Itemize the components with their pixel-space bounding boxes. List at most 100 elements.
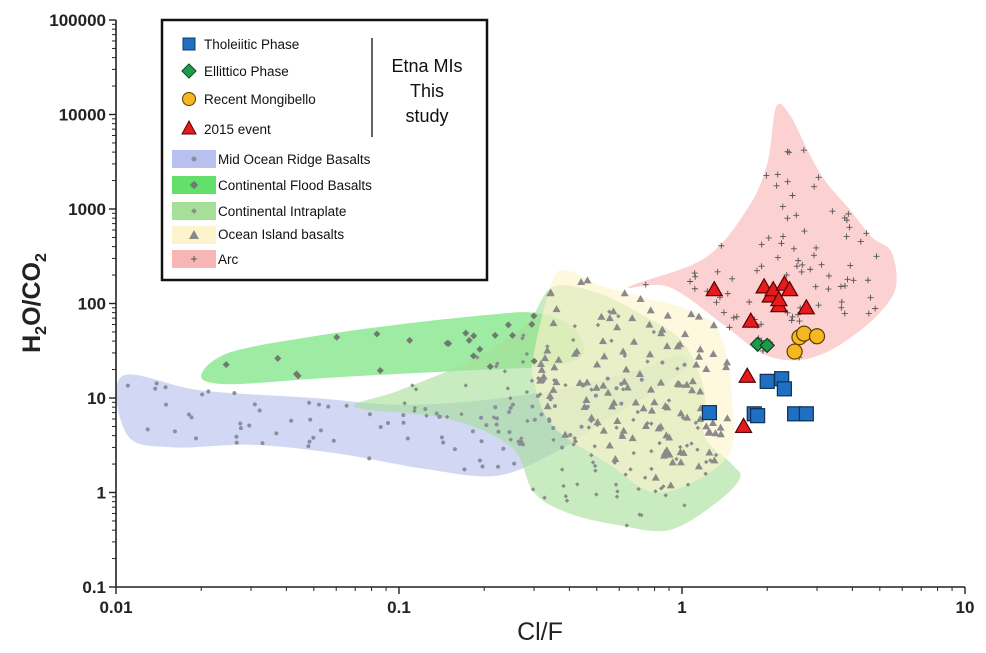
oib-sample-triangle (554, 355, 563, 363)
cfb-sample-diamond (376, 366, 384, 374)
oib-sample-triangle (650, 398, 659, 406)
oib-sample-triangle (676, 409, 685, 417)
oib-sample-triangle (709, 349, 718, 357)
ci-sample-diamond (595, 322, 601, 328)
ci-sample-diamond (689, 441, 694, 446)
oib-sample-triangle (599, 426, 608, 434)
y-tick-label: 100000 (49, 11, 106, 30)
morb-sample-dot (200, 392, 205, 397)
ci-sample-diamond (530, 487, 536, 492)
oib-sample-triangle (629, 337, 638, 345)
y-tick-label: 10 (87, 389, 106, 408)
cfb-sample-diamond (462, 329, 470, 337)
arc-sample-plus (730, 314, 737, 321)
oib-sample-triangle (550, 363, 559, 371)
oib-sample-triangle (646, 350, 655, 358)
ci-sample-diamond (614, 494, 620, 499)
morb-sample-dot (462, 467, 467, 472)
ellittico-point (749, 336, 766, 353)
arc-sample-plus (784, 309, 791, 316)
ci-sample-diamond (413, 387, 419, 392)
legend-box (160, 18, 489, 282)
arc-sample-plus (825, 272, 832, 279)
arc-sample-plus (774, 254, 781, 261)
morb-sample-dot (316, 402, 321, 407)
oib-sample-triangle (597, 312, 606, 320)
series-layer (701, 275, 826, 434)
ci-sample-diamond (541, 378, 546, 384)
field-points-layer (125, 147, 880, 528)
event-2015-point (780, 280, 799, 297)
ci-sample-diamond (542, 495, 547, 500)
ci-sample-diamond (628, 467, 633, 472)
cfb-sample-diamond (373, 330, 381, 338)
arc-sample-plus (773, 182, 780, 189)
arc-sample-plus (691, 285, 698, 292)
morb-sample-dot (172, 429, 177, 434)
arc-sample-plus (838, 298, 845, 305)
legend-label-ellittico: Ellittico Phase (204, 64, 289, 79)
oib-sample-triangle (582, 396, 591, 404)
morb-sample-dot (619, 401, 624, 406)
cfb-sample-diamond (504, 321, 512, 329)
arc-sample-plus (795, 311, 802, 318)
arc-sample-plus (724, 290, 731, 297)
ci-sample-diamond (674, 456, 679, 462)
morb-sample-dot (452, 447, 457, 452)
oib-sample-triangle (623, 383, 632, 391)
morb-sample-dot (206, 389, 211, 394)
morb-sample-dot (493, 405, 498, 410)
ci-sample-diamond (402, 401, 407, 406)
arc-sample-plus (812, 283, 819, 290)
oib-sample-triangle (705, 448, 714, 456)
oib-sample-triangle (605, 441, 614, 449)
morb-sample-dot (378, 424, 383, 429)
event-2015-point (734, 417, 753, 434)
ci-sample-diamond (524, 351, 530, 357)
ci-sample-diamond (508, 437, 513, 442)
cfb-sample-diamond (406, 336, 414, 344)
morb-sample-dot (232, 391, 237, 396)
arc-sample-plus (783, 272, 790, 279)
ci-sample-diamond (695, 447, 700, 452)
ci-sample-diamond (663, 493, 668, 498)
morb-sample-dot (186, 412, 191, 417)
legend-side-label-line-1: Etna MIs (391, 56, 462, 76)
ci-sample-diamond (491, 415, 497, 420)
arc-sample-plus (793, 212, 800, 219)
oib-sample-triangle (688, 386, 697, 394)
ci-sample-diamond (635, 409, 640, 415)
ci-sample-diamond (572, 436, 577, 441)
cfb-sample-diamond (333, 333, 341, 341)
cfb-sample-diamond (476, 345, 484, 353)
oib-sample-triangle (583, 378, 592, 386)
morb-sample-dot (507, 409, 512, 414)
morb-sample-dot (401, 413, 406, 418)
ci-sample-diamond (564, 498, 570, 503)
arc-sample-plus (810, 252, 817, 259)
tholeiitic-point (759, 373, 775, 389)
ci-sample-diamond (520, 336, 525, 341)
oib-sample-triangle (549, 385, 558, 393)
morb-sample-dot (477, 458, 482, 463)
morb-sample-dot (307, 439, 312, 444)
morb-sample-dot (517, 441, 522, 446)
morb-sample-dot (252, 402, 257, 407)
ci-sample-diamond (546, 416, 552, 422)
morb-sample-dot (605, 376, 610, 381)
oib-sample-triangle (631, 398, 640, 406)
arc-sample-plus (811, 183, 818, 190)
cfb-sample-diamond (465, 336, 473, 344)
morb-sample-dot (470, 429, 475, 434)
x-tick-label: 1 (677, 598, 686, 617)
morb-sample-dot (501, 446, 506, 451)
morb-sample-dot (189, 415, 194, 420)
oib-sample-triangle (620, 377, 629, 385)
tholeiitic-point (776, 381, 792, 397)
legend-arc-marker (191, 256, 197, 262)
oib-sample-triangle (593, 418, 602, 426)
arc-sample-plus (795, 257, 802, 264)
oib-sample-triangle (545, 392, 554, 400)
oib-sample-triangle (587, 413, 596, 421)
ci-sample-diamond (613, 482, 619, 487)
